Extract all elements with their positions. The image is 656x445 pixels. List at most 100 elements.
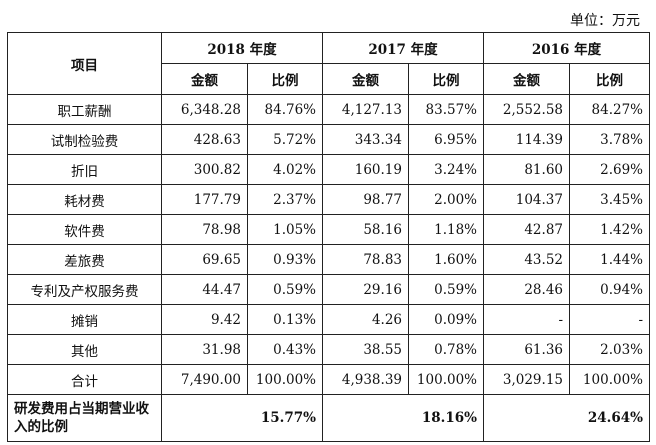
header-year-2018: 2018 年度 [161,32,323,64]
unit-label: 单位：万元 [570,13,640,29]
table-body: 职工薪酬 6,348.28 84.76% 4,127.13 83.57% 2,552.58… [7,94,650,395]
ratio-cell: 0.93% [247,244,323,275]
ratio-cell: - [569,304,650,335]
table-row: 软件费 78.98 1.05% 58.16 1.18% 42.87 1.42% [7,214,650,245]
ratio-cell: 3.45% [569,184,650,215]
header-row-years: 项目 2018 年度 2017 年度 2016 年度 [7,32,650,95]
ratio-cell: 0.59% [247,274,323,305]
amount-cell: 69.65 [161,244,248,275]
row-label: 耗材费 [7,184,162,215]
amount-cell: 114.39 [483,124,570,155]
amount-cell: 104.37 [483,184,570,215]
table-row: 职工薪酬 6,348.28 84.76% 4,127.13 83.57% 2,552.58… [7,94,650,125]
amount-cell: 343.34 [322,124,409,155]
row-label: 试制检验费 [7,124,162,155]
amount-cell: 78.83 [322,244,409,275]
ratio-cell: 0.09% [408,304,484,335]
row-label: 差旅费 [7,244,162,275]
ratio-cell: 84.27% [569,94,650,125]
amount-cell: 61.36 [483,334,570,365]
ratio-cell: 2.00% [408,184,484,215]
amount-cell: 28.46 [483,274,570,305]
header-amount: 金额 [483,63,570,95]
row-label: 专利及产权服务费 [7,274,162,305]
amount-cell: 78.98 [161,214,248,245]
row-label: 其他 [7,334,162,365]
table-row: 摊销 9.42 0.13% 4.26 0.09% - - [7,304,650,335]
table-row: 其他 31.98 0.43% 38.55 0.78% 61.36 2.03% [7,334,650,365]
amount-cell: 31.98 [161,334,248,365]
ratio-cell: 1.05% [247,214,323,245]
header-amount: 金额 [161,63,248,95]
amount-cell: 177.79 [161,184,248,215]
table-row: 试制检验费 428.63 5.72% 343.34 6.95% 114.39 3.78% [7,124,650,155]
ratio-cell: 1.42% [569,214,650,245]
amount-cell: 43.52 [483,244,570,275]
amount-cell: 300.82 [161,154,248,185]
amount-cell: 42.87 [483,214,570,245]
rd-expense-table: 项目 2018 年度 2017 年度 2016 年度 金额 比例 金额 比例 金… [7,32,650,442]
ratio-cell: 84.76% [247,94,323,125]
ratio-cell: 5.72% [247,124,323,155]
amount-cell: 428.63 [161,124,248,155]
header-item: 项目 [7,32,162,95]
amount-cell: 44.47 [161,274,248,305]
amount-cell: 38.55 [322,334,409,365]
row-label: 摊销 [7,304,162,335]
ratio-cell: 0.59% [408,274,484,305]
ratio-cell: 100.00% [247,364,323,395]
row-label: 折旧 [7,154,162,185]
table-row: 差旅费 69.65 0.93% 78.83 1.60% 43.52 1.44% [7,244,650,275]
ratio-cell: 1.60% [408,244,484,275]
ratio-cell: 3.78% [569,124,650,155]
table-row: 折旧 300.82 4.02% 160.19 3.24% 81.60 2.69% [7,154,650,185]
ratio-cell: 0.78% [408,334,484,365]
ratio-cell: 0.13% [247,304,323,335]
ratio-cell: 0.43% [247,334,323,365]
amount-cell: 160.19 [322,154,409,185]
amount-cell: 29.16 [322,274,409,305]
ratio-cell: 6.95% [408,124,484,155]
amount-cell: - [483,304,570,335]
row-label: 软件费 [7,214,162,245]
ratio-cell: 0.94% [569,274,650,305]
amount-cell: 6,348.28 [161,94,248,125]
ratio-cell: 4.02% [247,154,323,185]
table-row: 专利及产权服务费 44.47 0.59% 29.16 0.59% 28.46 0.94% [7,274,650,305]
ratio-cell-2017: 18.16% [322,394,484,442]
amount-cell: 3,029.15 [483,364,570,395]
header-ratio: 比例 [247,63,323,95]
amount-cell: 9.42 [161,304,248,335]
header-ratio: 比例 [408,63,484,95]
amount-cell: 81.60 [483,154,570,185]
header-year-2017: 2017 年度 [322,32,484,64]
amount-cell: 58.16 [322,214,409,245]
row-label: 职工薪酬 [7,94,162,125]
ratio-cell: 2.69% [569,154,650,185]
ratio-cell: 3.24% [408,154,484,185]
amount-cell: 7,490.00 [161,364,248,395]
ratio-cell: 2.37% [247,184,323,215]
ratio-cell: 2.03% [569,334,650,365]
amount-cell: 4,127.13 [322,94,409,125]
table-row: 合计 7,490.00 100.00% 4,938.39 100.00% 3,029.15… [7,364,650,395]
ratio-cell: 1.18% [408,214,484,245]
amount-cell: 98.77 [322,184,409,215]
ratio-cell-2016: 24.64% [483,394,650,442]
header-amount: 金额 [322,63,409,95]
ratio-row-label: 研发费用占当期营业收入的比例 [7,394,162,442]
header-year-2016: 2016 年度 [483,32,650,64]
ratio-cell: 100.00% [408,364,484,395]
amount-cell: 2,552.58 [483,94,570,125]
ratio-row: 研发费用占当期营业收入的比例 15.77% 18.16% 24.64% [7,394,650,442]
ratio-cell: 83.57% [408,94,484,125]
amount-cell: 4.26 [322,304,409,335]
ratio-cell: 100.00% [569,364,650,395]
table-row: 耗材费 177.79 2.37% 98.77 2.00% 104.37 3.45% [7,184,650,215]
header-row-subcolumns: 金额 比例 金额 比例 金额 比例 [8,63,650,95]
ratio-cell: 1.44% [569,244,650,275]
amount-cell: 4,938.39 [322,364,409,395]
header-ratio: 比例 [569,63,650,95]
row-label: 合计 [7,364,162,395]
ratio-cell-2018: 15.77% [161,394,323,442]
